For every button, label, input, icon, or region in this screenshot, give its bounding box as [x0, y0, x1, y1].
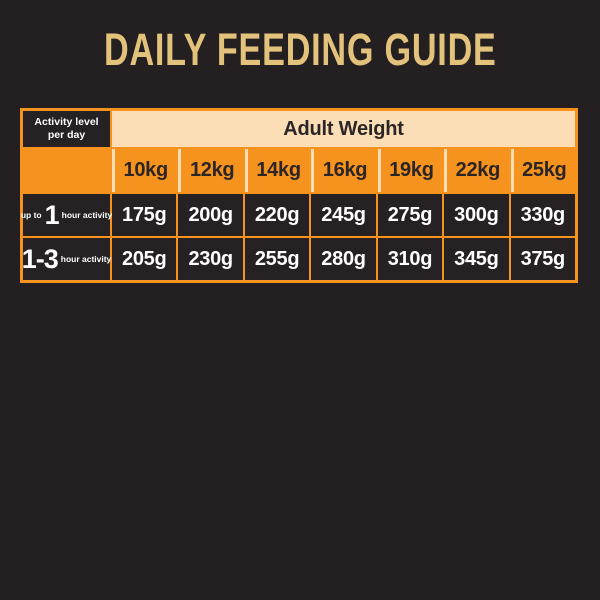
weight-header-12kg: 12kg	[178, 149, 243, 192]
feeding-amount-cell: 300g	[444, 194, 509, 236]
activity-row-label-1-3-hour: 1-3 hour activity	[21, 238, 112, 280]
feeding-amount-cell: 345g	[444, 238, 509, 280]
weight-header-10kg: 10kg	[112, 149, 177, 192]
feeding-amount-cell: 330g	[510, 194, 575, 236]
feeding-amount-cell: 220g	[244, 194, 310, 236]
weight-header-14kg: 14kg	[244, 149, 310, 192]
feeding-amount-cell: 205g	[112, 238, 177, 280]
row-label-hours: 1	[44, 199, 60, 230]
feeding-amount-cell: 200g	[178, 194, 243, 236]
row-label-suffix: hour activity	[60, 254, 112, 264]
adult-weight-header-cell: Adult Weight	[112, 111, 575, 147]
feeding-amount-cell: 255g	[244, 238, 310, 280]
feeding-amount-cell: 375g	[510, 238, 575, 280]
row-label-suffix: hour activity	[61, 210, 113, 220]
weight-header-19kg: 19kg	[377, 149, 443, 192]
page-title: DAILY FEEDING GUIDE	[0, 24, 600, 75]
weight-header-16kg: 16kg	[311, 149, 376, 192]
feeding-amount-cell: 280g	[311, 238, 376, 280]
activity-level-header-cell: Activity level per day	[23, 111, 110, 147]
activity-row-label-up-to-1-hour: up to 1 hour activity	[20, 194, 113, 236]
activity-level-header-line2: per day	[47, 129, 86, 141]
activity-level-header-line1: Activity level	[34, 116, 99, 129]
feeding-amount-cell: 275g	[377, 194, 443, 236]
feeding-amount-cell: 175g	[112, 194, 177, 236]
page-title-text: DAILY FEEDING GUIDE	[103, 24, 497, 75]
row-label-hours: 1-3	[21, 243, 59, 274]
feeding-amount-cell: 310g	[377, 238, 443, 280]
weight-header-22kg: 22kg	[444, 149, 509, 192]
weight-header-25kg: 25kg	[510, 149, 575, 192]
empty-spacer-cell	[23, 149, 110, 192]
row-label-prefix: up to	[20, 210, 42, 220]
feeding-table: Activity level per day Adult Weight 10kg…	[20, 108, 578, 283]
feeding-amount-cell: 245g	[311, 194, 376, 236]
feeding-amount-cell: 230g	[178, 238, 243, 280]
